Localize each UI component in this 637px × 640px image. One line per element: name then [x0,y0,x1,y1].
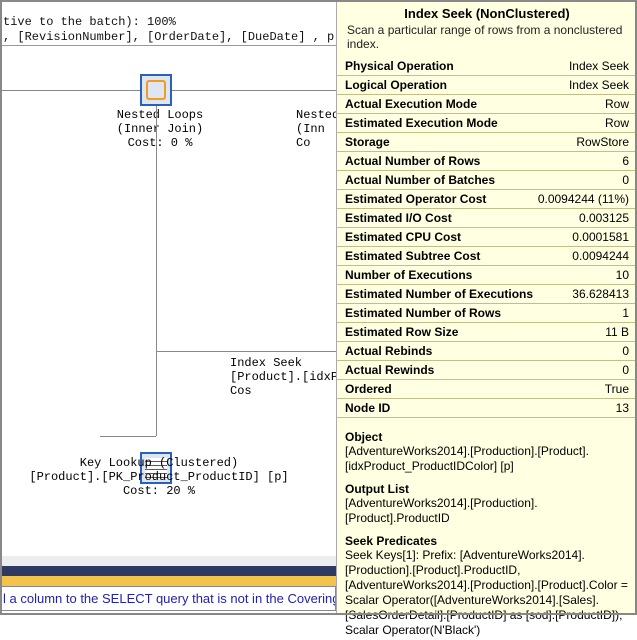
plan-connector [100,436,156,437]
property-value: 0.0094244 [572,249,629,263]
property-row: Physical Operation Index Seek [337,57,637,76]
plan-connector [172,90,336,91]
property-key: Number of Executions [345,268,472,282]
op-sub: [Product].[idxPr [230,370,336,384]
op-cost: Cos [230,384,252,398]
property-row: Ordered True [337,380,637,399]
property-value: 0 [622,344,629,358]
op-sub: [Product].[PK_Product_ProductID] [p] [29,470,288,484]
property-value: True [605,382,629,396]
property-key: Actual Rebinds [345,344,432,358]
object-body: [AdventureWorks2014].[Production].[Produ… [337,444,637,476]
property-key: Estimated I/O Cost [345,211,452,225]
bottom-strip: l a column to the SELECT query that is n… [0,556,336,615]
property-key: Logical Operation [345,78,447,92]
op-sub: (Inn [296,122,325,136]
property-key: Estimated Row Size [345,325,458,339]
property-value: 10 [616,268,629,282]
property-row: Estimated Subtree Cost 0.0094244 [337,247,637,266]
property-key: Actual Number of Batches [345,173,495,187]
property-row: Logical Operation Index Seek [337,76,637,95]
property-key: Storage [345,135,390,149]
property-value: 36.628413 [572,287,629,301]
sql-code-fragment: tive to the batch): 100% , [RevisionNumb… [0,0,336,46]
property-key: Node ID [345,401,390,415]
property-key: Estimated CPU Cost [345,230,461,244]
property-value: 0.003125 [579,211,629,225]
property-row: Actual Rebinds 0 [337,342,637,361]
property-row: Estimated Operator Cost 0.0094244 (11%) [337,190,637,209]
property-row: Actual Rewinds 0 [337,361,637,380]
property-row: Estimated Execution Mode Row [337,114,637,133]
property-row: Estimated Number of Rows 1 [337,304,637,323]
property-key: Actual Execution Mode [345,97,477,111]
band [0,556,336,566]
op-cost: Cost: 20 % [123,484,195,498]
property-value: 0.0094244 (11%) [538,192,629,206]
property-value: 13 [616,401,629,415]
code-line: , [RevisionNumber], [OrderDate], [DueDat… [3,30,336,44]
plan-node-label: Key Lookup (Clustered) [Product].[PK_Pro… [14,456,304,498]
property-value: Index Seek [569,78,629,92]
property-row: Actual Number of Rows 6 [337,152,637,171]
plan-node-label: Index Seek [Product].[idxPr Cos [230,356,336,398]
property-key: Physical Operation [345,59,454,73]
op-name: Key Lookup (Clustered) [80,456,238,470]
plan-connector [156,106,157,436]
property-key: Estimated Execution Mode [345,116,498,130]
property-value: Index Seek [569,59,629,73]
property-row: Number of Executions 10 [337,266,637,285]
property-row: Actual Number of Batches 0 [337,171,637,190]
property-value: 0 [622,363,629,377]
op-sub: (Inner Join) [117,122,203,136]
op-name: Index Seek [230,356,302,370]
plan-connector [0,90,140,91]
property-key: Actual Number of Rows [345,154,480,168]
output-list-heading: Output List [337,476,637,496]
operator-tooltip: Index Seek (NonClustered) Scan a particu… [336,0,637,615]
output-list-body: [AdventureWorks2014].[Production].[Produ… [337,496,637,528]
band [0,566,336,576]
tooltip-description: Scan a particular range of rows from a n… [337,21,637,57]
property-value: 0.0001581 [572,230,629,244]
property-key: Actual Rewinds [345,363,434,377]
op-cost: Co [296,136,310,150]
property-row: Storage RowStore [337,133,637,152]
property-key: Estimated Number of Executions [345,287,533,301]
property-row: Actual Execution Mode Row [337,95,637,114]
property-row: Node ID 13 [337,399,637,418]
code-line: tive to the batch): 100% [3,15,176,29]
plan-node-label: Nested Loops (Inner Join) Cost: 0 % [100,108,220,150]
seek-predicates-body: Seek Keys[1]: Prefix: [AdventureWorks201… [337,548,637,640]
property-key: Estimated Number of Rows [345,306,501,320]
property-key: Estimated Operator Cost [345,192,486,206]
plan-pane[interactable]: tive to the batch): 100% , [RevisionNumb… [0,0,336,615]
op-name: Nested [296,108,336,122]
seek-predicates-heading: Seek Predicates [337,528,637,548]
hint-message: l a column to the SELECT query that is n… [0,586,336,611]
object-heading: Object [337,424,637,444]
tooltip-properties: Physical OperationIndex SeekLogical Oper… [337,57,637,418]
op-name: Nested Loops [117,108,203,122]
property-row: Estimated Number of Executions 36.628413 [337,285,637,304]
op-cost: Cost: 0 % [128,136,193,150]
nested-loops-icon[interactable] [140,74,172,106]
property-value: 6 [622,154,629,168]
property-row: Estimated CPU Cost 0.0001581 [337,228,637,247]
property-value: 1 [622,306,629,320]
plan-node-label: Nested (Inn Co [296,108,336,150]
property-value: Row [605,97,629,111]
property-key: Estimated Subtree Cost [345,249,480,263]
property-row: Estimated I/O Cost 0.003125 [337,209,637,228]
property-value: RowStore [576,135,629,149]
tooltip-title: Index Seek (NonClustered) [337,0,637,21]
property-value: Row [605,116,629,130]
plan-connector [156,351,336,352]
property-key: Ordered [345,382,392,396]
property-value: 11 B [605,325,629,339]
execution-plan-canvas[interactable]: Nested Loops (Inner Join) Cost: 0 % Nest… [0,46,336,615]
property-row: Estimated Row Size 11 B [337,323,637,342]
property-value: 0 [622,173,629,187]
band [0,576,336,586]
